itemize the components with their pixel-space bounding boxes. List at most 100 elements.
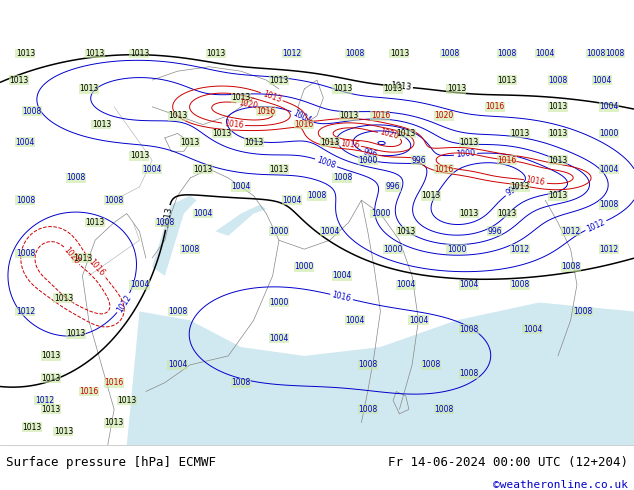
Text: 1000: 1000 bbox=[447, 245, 466, 254]
Text: 1013: 1013 bbox=[339, 111, 358, 120]
Text: 1013: 1013 bbox=[16, 49, 35, 58]
Text: 1013: 1013 bbox=[231, 94, 250, 102]
Text: 1008: 1008 bbox=[460, 325, 479, 334]
Text: 1008: 1008 bbox=[16, 196, 35, 205]
Text: 1013: 1013 bbox=[86, 218, 105, 227]
Text: 1013: 1013 bbox=[130, 49, 149, 58]
Text: 1004: 1004 bbox=[130, 280, 149, 289]
Text: 1008: 1008 bbox=[168, 307, 187, 316]
Text: 1013: 1013 bbox=[22, 422, 41, 432]
Polygon shape bbox=[152, 196, 197, 276]
Text: 1013: 1013 bbox=[320, 138, 339, 147]
Text: 1013: 1013 bbox=[105, 418, 124, 427]
Text: 1013: 1013 bbox=[73, 253, 92, 263]
Text: 1004: 1004 bbox=[536, 49, 555, 58]
Text: 1008: 1008 bbox=[422, 360, 441, 369]
Text: 1012: 1012 bbox=[510, 245, 529, 254]
Text: 1013: 1013 bbox=[460, 209, 479, 218]
Text: 1013: 1013 bbox=[510, 129, 529, 138]
Text: 1000: 1000 bbox=[371, 209, 390, 218]
Text: 1013: 1013 bbox=[498, 75, 517, 85]
Text: 996: 996 bbox=[411, 156, 426, 165]
Text: 1012: 1012 bbox=[35, 396, 54, 405]
Text: 1000: 1000 bbox=[384, 245, 403, 254]
Text: 1008: 1008 bbox=[510, 280, 529, 289]
Text: 996: 996 bbox=[487, 227, 502, 236]
Text: 1016: 1016 bbox=[257, 107, 276, 116]
Text: 1008: 1008 bbox=[586, 49, 605, 58]
Text: 996: 996 bbox=[505, 182, 522, 198]
Text: 1013: 1013 bbox=[92, 120, 111, 129]
Text: 1013: 1013 bbox=[269, 165, 288, 173]
Text: 1008: 1008 bbox=[231, 378, 250, 387]
Text: 1008: 1008 bbox=[155, 218, 174, 227]
Text: 1013: 1013 bbox=[396, 227, 415, 236]
Text: 1004: 1004 bbox=[168, 360, 187, 369]
Polygon shape bbox=[216, 205, 266, 236]
Text: 1008: 1008 bbox=[16, 249, 35, 258]
Text: 1013: 1013 bbox=[389, 81, 411, 92]
Text: 1013: 1013 bbox=[117, 396, 136, 405]
Text: 1004: 1004 bbox=[320, 227, 339, 236]
Text: 1008: 1008 bbox=[358, 405, 377, 414]
Text: 1013: 1013 bbox=[86, 49, 105, 58]
Text: 1008: 1008 bbox=[574, 307, 593, 316]
Text: 1004: 1004 bbox=[523, 325, 542, 334]
Text: 1004: 1004 bbox=[291, 108, 313, 125]
Text: 1016: 1016 bbox=[339, 139, 359, 150]
Text: 1016: 1016 bbox=[485, 102, 504, 111]
Text: 1013: 1013 bbox=[390, 49, 409, 58]
Text: 1008: 1008 bbox=[605, 49, 624, 58]
Text: 1004: 1004 bbox=[460, 280, 479, 289]
Text: 1004: 1004 bbox=[409, 316, 428, 325]
Text: 1004: 1004 bbox=[346, 316, 365, 325]
Text: 1004: 1004 bbox=[143, 165, 162, 173]
Text: 1013: 1013 bbox=[67, 329, 86, 338]
Text: 1013: 1013 bbox=[79, 84, 98, 94]
Text: 1000: 1000 bbox=[456, 149, 476, 159]
Text: 1004: 1004 bbox=[269, 334, 288, 343]
Text: 1004: 1004 bbox=[16, 138, 35, 147]
Text: 1008: 1008 bbox=[434, 405, 453, 414]
Polygon shape bbox=[127, 302, 634, 445]
Text: 1016: 1016 bbox=[434, 165, 453, 173]
Text: 1008: 1008 bbox=[316, 155, 337, 170]
Text: 1016: 1016 bbox=[295, 120, 314, 129]
Text: 1016: 1016 bbox=[87, 257, 107, 278]
Text: 1008: 1008 bbox=[561, 263, 580, 271]
Text: 1000: 1000 bbox=[599, 129, 618, 138]
Text: 1016: 1016 bbox=[105, 378, 124, 387]
Text: 1004: 1004 bbox=[231, 182, 250, 192]
Text: 1013: 1013 bbox=[548, 129, 567, 138]
Text: 1013: 1013 bbox=[447, 84, 466, 94]
Text: 1013: 1013 bbox=[422, 191, 441, 200]
Text: 1016: 1016 bbox=[371, 111, 390, 120]
Text: 1004: 1004 bbox=[396, 280, 415, 289]
Text: 1000: 1000 bbox=[269, 298, 288, 307]
Text: Surface pressure [hPa] ECMWF: Surface pressure [hPa] ECMWF bbox=[6, 456, 216, 468]
Text: 1004: 1004 bbox=[599, 165, 618, 173]
Text: 1012: 1012 bbox=[599, 245, 618, 254]
Text: 1008: 1008 bbox=[105, 196, 124, 205]
Text: 1013: 1013 bbox=[261, 89, 282, 104]
Text: 1008: 1008 bbox=[67, 173, 86, 182]
Text: 1004: 1004 bbox=[593, 75, 612, 85]
Text: 1008: 1008 bbox=[307, 191, 327, 200]
Text: 1008: 1008 bbox=[548, 75, 567, 85]
Text: 1000: 1000 bbox=[295, 263, 314, 271]
Text: ©weatheronline.co.uk: ©weatheronline.co.uk bbox=[493, 480, 628, 490]
Text: 1013: 1013 bbox=[41, 351, 60, 361]
Text: 1012: 1012 bbox=[16, 307, 35, 316]
Text: 1016: 1016 bbox=[224, 119, 243, 130]
Text: 1016: 1016 bbox=[79, 387, 98, 396]
Text: 1013: 1013 bbox=[41, 405, 60, 414]
Text: 1013: 1013 bbox=[548, 156, 567, 165]
Text: 1013: 1013 bbox=[396, 129, 415, 138]
Text: 1013: 1013 bbox=[460, 138, 479, 147]
Text: 1016: 1016 bbox=[525, 175, 546, 188]
Text: 1013: 1013 bbox=[181, 138, 200, 147]
Text: 1020: 1020 bbox=[379, 128, 400, 142]
Text: 1013: 1013 bbox=[54, 427, 73, 436]
Text: 1008: 1008 bbox=[460, 369, 479, 378]
Text: 1013: 1013 bbox=[333, 84, 352, 94]
